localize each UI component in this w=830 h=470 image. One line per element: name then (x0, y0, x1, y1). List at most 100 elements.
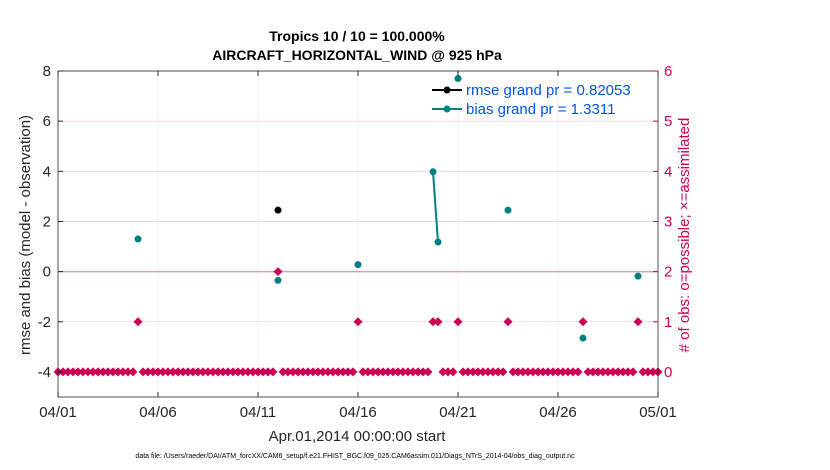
obs-count-diamond (93, 367, 103, 377)
obs-count-diamond (213, 367, 223, 377)
obs-count-diamond (543, 367, 553, 377)
obs-count-diamond (253, 367, 263, 377)
x-axis-label: Apr.01,2014 00:00:00 start (269, 428, 447, 445)
obs-count-diamond (383, 367, 393, 377)
obs-count-diamond (208, 367, 218, 377)
bias-line (432, 171, 439, 243)
obs-count-diamond (418, 367, 428, 377)
obs-count-diamond (603, 367, 613, 377)
obs-count-diamond (453, 317, 463, 327)
y-tick-label: 4 (43, 163, 51, 180)
obs-count-diamond (323, 367, 333, 377)
obs-count-diamond (428, 317, 438, 327)
obs-count-diamond (238, 367, 248, 377)
y2-tick-label: 6 (664, 63, 672, 80)
obs-count-diamond (258, 367, 268, 377)
obs-count-diamond (568, 367, 578, 377)
y-tick-label: -2 (38, 314, 51, 331)
obs-count-diamond (563, 367, 573, 377)
obs-count-diamond (593, 367, 603, 377)
obs-count-diamond (138, 367, 148, 377)
obs-count-diamond (143, 367, 153, 377)
obs-count-diamond (533, 367, 543, 377)
obs-count-diamond (263, 367, 273, 377)
bias-point (579, 334, 587, 342)
y2-tick-label: 5 (664, 113, 672, 130)
obs-count-diamond (103, 367, 113, 377)
legend: rmse grand pr = 0.82053 bias grand pr = … (432, 82, 631, 118)
obs-count-diamond (113, 367, 123, 377)
obs-count-diamond (618, 367, 628, 377)
legend-bias-label: bias grand pr = 1.3311 (466, 101, 615, 118)
obs-count-diamond (503, 317, 513, 327)
bias-point (354, 261, 362, 269)
obs-count-diamond (188, 367, 198, 377)
obs-count-diamond (613, 367, 623, 377)
bias-point (274, 276, 282, 284)
y2-tick-label: 1 (664, 314, 672, 331)
obs-count-diamond (493, 367, 503, 377)
obs-count-diamond (488, 367, 498, 377)
obs-count-diamond (68, 367, 78, 377)
obs-count-diamond (398, 367, 408, 377)
obs-count-diamond (578, 317, 588, 327)
y-tick-label: 6 (43, 113, 51, 130)
bias-point (634, 272, 642, 280)
bias-point (429, 168, 437, 176)
obs-count-diamond (133, 317, 143, 327)
obs-count-diamond (168, 367, 178, 377)
y2-axis-label: # of obs: o=possible; ×=assimilated (676, 118, 693, 353)
obs-count-diamond (353, 317, 363, 327)
y2-tick-label: 4 (664, 163, 672, 180)
obs-count-diamond (318, 367, 328, 377)
obs-count-diamond (473, 367, 483, 377)
obs-count-diamond (588, 367, 598, 377)
obs-count-diamond (448, 367, 458, 377)
obs-count-diamond (408, 367, 418, 377)
obs-count-diamond (643, 367, 653, 377)
obs-count-diamond (223, 367, 233, 377)
obs-count-diamond (278, 367, 288, 377)
bias-point (434, 238, 442, 246)
y2-tick-label: 2 (664, 264, 672, 281)
obs-count-diamond (393, 367, 403, 377)
obs-count-diamond (343, 367, 353, 377)
x-tick-label: 04/26 (539, 404, 577, 421)
axis-ticks: 04/01 04/06 04/11 04/16 04/21 04/26 05/01 -4 -2 0… (38, 63, 677, 421)
obs-count-diamond (628, 367, 638, 377)
legend-rmse-marker (443, 86, 451, 94)
obs-count-diamond (173, 367, 183, 377)
obs-count-diamond (288, 367, 298, 377)
y-tick-label: 0 (43, 264, 51, 281)
bias-point (504, 206, 512, 214)
obs-count-diamond (373, 367, 383, 377)
y-tick-label: 2 (43, 213, 51, 230)
obs-count-diamond (463, 367, 473, 377)
obs-count-diamond (388, 367, 398, 377)
data-file-footer: data file: /Users/raeder/DAI/ATM_forcXX/… (135, 453, 575, 460)
y2-tick-label: 0 (664, 364, 672, 381)
obs-count-diamond (308, 367, 318, 377)
x-tick-label: 04/06 (139, 404, 177, 421)
x-tick-label: 04/01 (39, 404, 77, 421)
obs-count-diamond (338, 367, 348, 377)
obs-count-diamond (98, 367, 108, 377)
obs-count-diamond (638, 367, 648, 377)
y2-tick-label: 3 (664, 213, 672, 230)
obs-count-diamond (498, 367, 508, 377)
obs-count-diamond (128, 367, 138, 377)
obs-count-diamond (433, 317, 443, 327)
obs-count-diamond (468, 367, 478, 377)
obs-count-diamond (413, 367, 423, 377)
obs-count-diamond (478, 367, 488, 377)
y-tick-label: -4 (38, 364, 51, 381)
y-axis-label: rmse and bias (model - observation) (17, 115, 34, 355)
obs-count-diamond (483, 367, 493, 377)
obs-count-diamond (403, 367, 413, 377)
obs-count-diamond (523, 367, 533, 377)
obs-count-diamond (88, 367, 98, 377)
obs-count-diamond (598, 367, 608, 377)
obs-count-diamond (513, 367, 523, 377)
obs-count-diamond (108, 367, 118, 377)
